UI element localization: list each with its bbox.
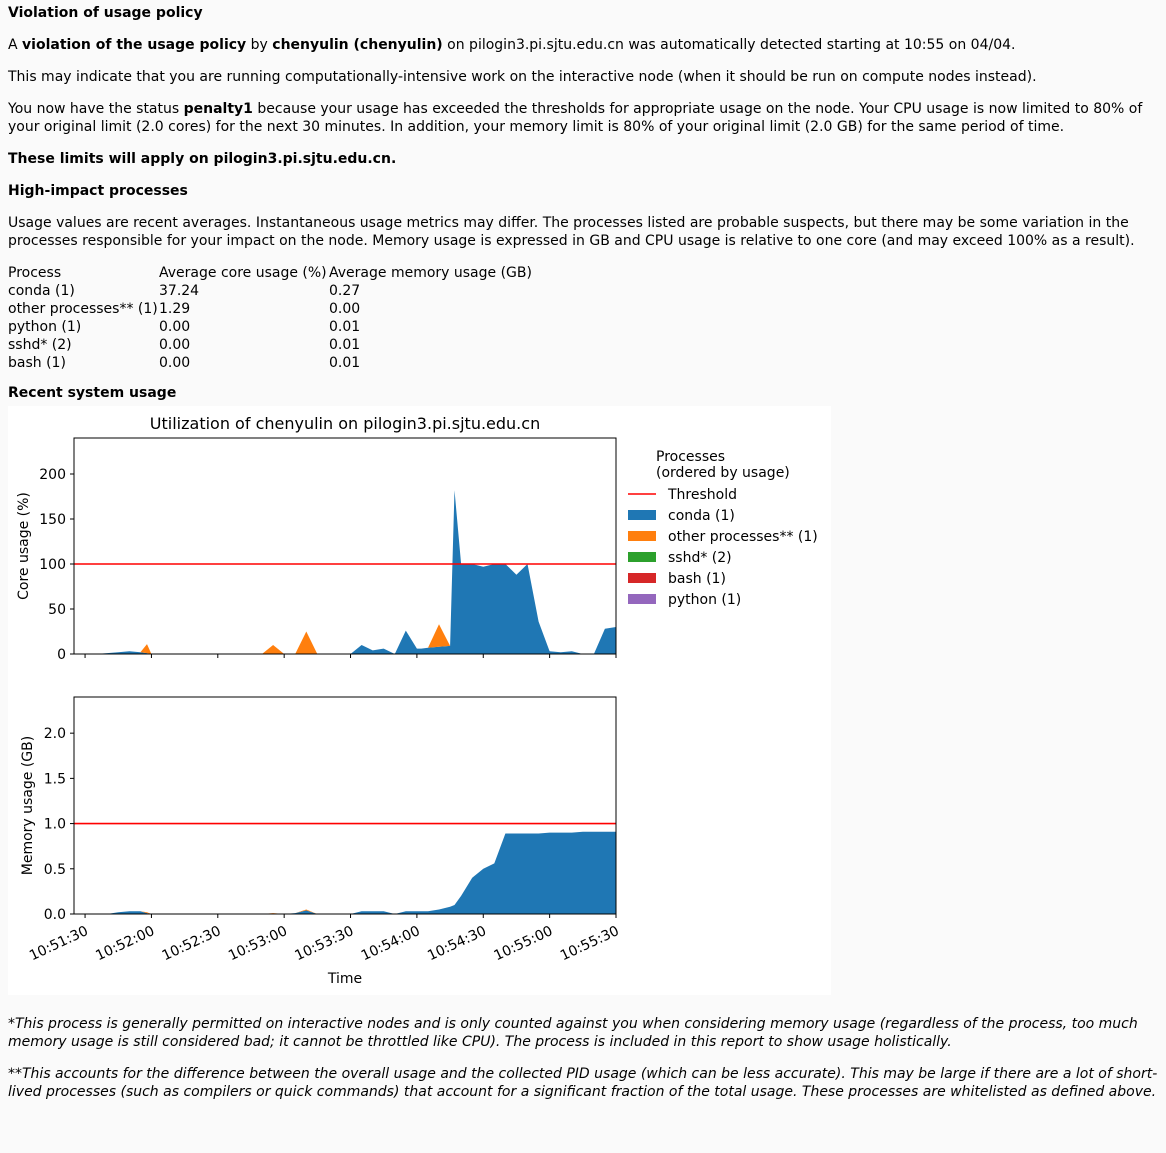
y-tick-label: 150 — [39, 512, 66, 528]
usage-chart: Utilization of chenyulin on pilogin3.pi.… — [16, 414, 818, 987]
legend-swatch — [628, 594, 656, 604]
legend-label: sshd* (2) — [668, 550, 732, 566]
table-row: conda (1) 37.24 0.27 — [8, 282, 532, 300]
cell-core: 1.29 — [159, 301, 191, 317]
x-tick-label: 10:51:30 — [27, 923, 91, 964]
x-tick-label: 10:54:00 — [359, 923, 423, 964]
area-series — [96, 490, 617, 654]
legend-swatch — [628, 573, 656, 583]
y-tick-label: 0.0 — [44, 907, 66, 923]
status-pre: You now have the status — [8, 101, 184, 117]
process-table: Process Average core usage (%) Average m… — [8, 264, 532, 372]
cell-memory: 0.27 — [329, 283, 361, 299]
cell-process: python (1) — [8, 319, 82, 335]
y-tick-label: 50 — [48, 602, 66, 618]
legend-label: other processes** (1) — [668, 529, 818, 545]
y-tick-label: 1.5 — [44, 771, 66, 787]
legend-title: (ordered by usage) — [656, 465, 790, 481]
intro-by: by — [246, 37, 273, 53]
legend-label: Threshold — [667, 487, 737, 503]
plot-frame — [73, 696, 617, 915]
recent-usage-heading: Recent system usage — [8, 385, 177, 401]
table-row: bash (1) 0.00 0.01 — [8, 354, 532, 372]
intro-a: A — [8, 37, 23, 53]
cell-process: other processes** (1) — [8, 301, 158, 317]
cell-process: bash (1) — [8, 355, 66, 371]
legend-swatch — [628, 531, 656, 541]
cell-process: conda (1) — [8, 283, 75, 299]
col-core: Average core usage (%) — [159, 265, 327, 281]
cell-core: 0.00 — [159, 355, 191, 371]
cell-memory: 0.00 — [329, 301, 361, 317]
cell-memory: 0.01 — [329, 319, 361, 335]
intro-paragraph: A violation of the usage policy by cheny… — [8, 36, 1158, 54]
table-row: sshd* (2) 0.00 0.01 — [8, 336, 532, 354]
cell-core: 37.24 — [159, 283, 200, 299]
usage-figure: Utilization of chenyulin on pilogin3.pi.… — [8, 406, 831, 995]
x-axis-label: Time — [327, 971, 362, 987]
x-tick-label: 10:53:30 — [292, 923, 356, 964]
table-row: other processes** (1) 1.29 0.00 — [8, 300, 532, 318]
chart-title: Utilization of chenyulin on pilogin3.pi.… — [150, 414, 540, 433]
status-post: because your usage has exceeded the thre… — [8, 101, 1143, 135]
area-series — [96, 831, 617, 914]
footnote-sshd: *This process is generally permitted on … — [8, 1016, 1138, 1050]
cell-memory: 0.01 — [329, 337, 361, 353]
table-header-row: Process Average core usage (%) Average m… — [8, 264, 532, 282]
plot-frame — [73, 437, 617, 655]
col-memory: Average memory usage (GB) — [329, 265, 532, 281]
footnote-other: **This accounts for the difference betwe… — [8, 1066, 1158, 1100]
y-tick-label: 100 — [39, 557, 66, 573]
status-paragraph: You now have the status penalty1 because… — [8, 100, 1158, 136]
table-row: python (1) 0.00 0.01 — [8, 318, 532, 336]
x-tick-label: 10:53:00 — [226, 923, 290, 964]
legend-title: Processes — [656, 449, 725, 465]
y-tick-label: 1.0 — [44, 817, 66, 833]
limits-apply: These limits will apply on pilogin3.pi.s… — [8, 151, 397, 167]
y-axis-label: Core usage (%) — [16, 492, 32, 600]
y-tick-label: 0 — [57, 647, 66, 663]
x-tick-label: 10:55:30 — [558, 923, 622, 964]
legend-label: conda (1) — [668, 508, 735, 524]
intro-violation: violation of the usage policy — [22, 37, 247, 53]
cell-process: sshd* (2) — [8, 337, 72, 353]
compute-paragraph: This may indicate that you are running c… — [8, 69, 1037, 85]
legend-swatch — [628, 510, 656, 520]
legend-swatch — [628, 552, 656, 562]
y-axis-label: Memory usage (GB) — [20, 736, 36, 875]
cell-memory: 0.01 — [329, 355, 361, 371]
x-tick-label: 10:52:30 — [160, 923, 224, 964]
y-tick-label: 0.5 — [44, 862, 66, 878]
intro-user: chenyulin (chenyulin) — [272, 37, 443, 53]
legend-label: bash (1) — [668, 571, 726, 587]
intro-rest: on pilogin3.pi.sjtu.edu.cn was automatic… — [442, 37, 1016, 53]
status-name: penalty1 — [183, 101, 253, 117]
x-tick-label: 10:52:00 — [93, 923, 157, 964]
x-tick-label: 10:55:00 — [492, 923, 556, 964]
legend-label: python (1) — [668, 592, 741, 608]
page-heading: Violation of usage policy — [8, 5, 203, 21]
col-process: Process — [8, 265, 62, 281]
cell-core: 0.00 — [159, 319, 191, 335]
high-impact-heading: High-impact processes — [8, 183, 188, 199]
x-tick-label: 10:54:30 — [425, 923, 489, 964]
usage-note: Usage values are recent averages. Instan… — [8, 215, 1135, 249]
y-tick-label: 200 — [39, 467, 66, 483]
cell-core: 0.00 — [159, 337, 191, 353]
y-tick-label: 2.0 — [44, 726, 66, 742]
